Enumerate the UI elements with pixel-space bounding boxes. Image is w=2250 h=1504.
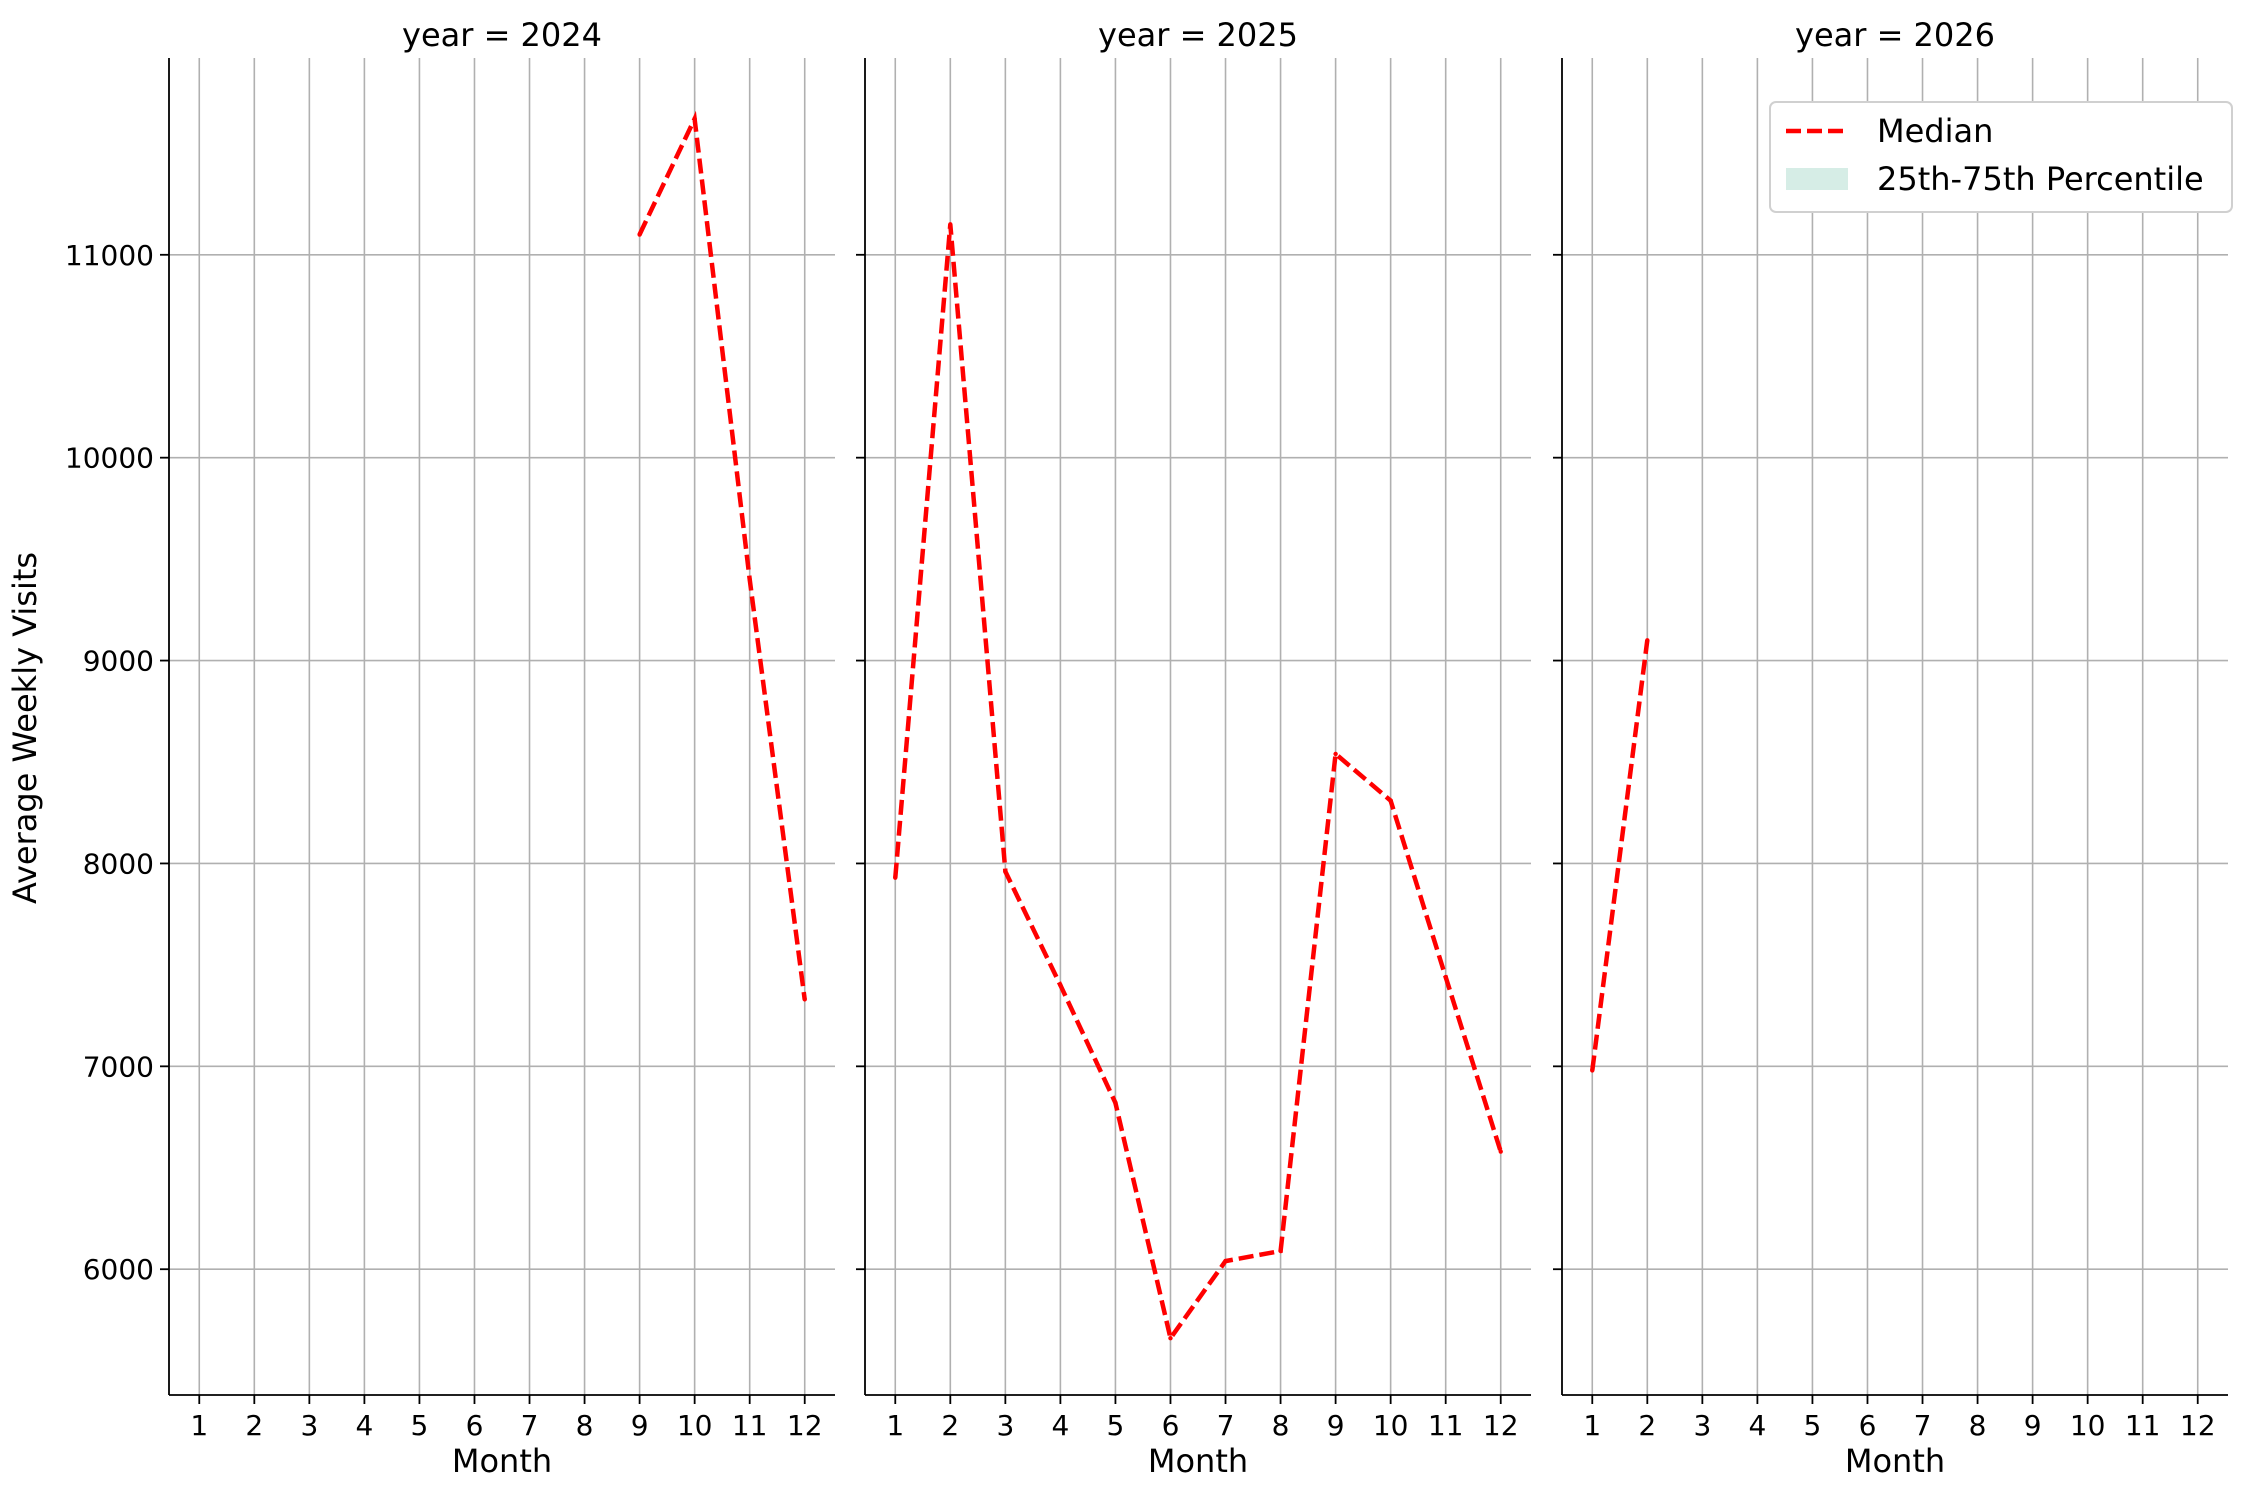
x-tick-label-4: 4 [1748, 1409, 1766, 1442]
legend-frame [1769, 101, 2233, 213]
x-tick-label-2: 2 [1638, 1409, 1656, 1442]
median-point-2024-m11 [747, 577, 752, 582]
x-tick-label-7: 7 [1914, 1409, 1932, 1442]
x-tick-label-6: 6 [1162, 1409, 1180, 1442]
median-point-2025-m10 [1388, 798, 1393, 803]
x-tick-label-11: 11 [1428, 1409, 1464, 1442]
legend-band-label: 25th-75th Percentile [1877, 160, 2204, 198]
x-tick-label-8: 8 [1969, 1409, 1987, 1442]
median-point-2025-m8 [1278, 1248, 1283, 1254]
y-tick-label-11000: 11000 [65, 239, 154, 272]
legend: Median 25th-75th Percentile [1769, 101, 2233, 213]
x-tick-label-4: 4 [1051, 1409, 1069, 1442]
median-line-2025 [893, 224, 1503, 1344]
x-tick-label-9: 9 [2024, 1409, 2042, 1442]
x-tick-label-5: 5 [1107, 1409, 1125, 1442]
median-point-2025-m2 [948, 222, 953, 227]
x-tick-label-11: 11 [732, 1409, 768, 1442]
x-tick-label-5: 5 [1804, 1409, 1822, 1442]
legend-median-label: Median [1877, 112, 1993, 150]
x-tick-label-2: 2 [941, 1409, 959, 1442]
median-point-2024-m10 [692, 116, 697, 122]
median-point-2025-m5 [1113, 1100, 1118, 1106]
median-line-2026 [1590, 640, 1650, 1071]
x-tick-label-8: 8 [576, 1409, 594, 1442]
panel-title-2025: year = 2025 [1098, 16, 1298, 54]
y-tick-label-8000: 8000 [83, 847, 154, 880]
x-tick-label-12: 12 [1483, 1409, 1519, 1442]
y-tick-label-7000: 7000 [83, 1050, 154, 1083]
median-point-2025-m4 [1058, 982, 1063, 988]
x-tick-label-3: 3 [300, 1409, 318, 1442]
x-tick-label-3: 3 [996, 1409, 1014, 1442]
x-tick-label-7: 7 [521, 1409, 539, 1442]
y-tick-label-6000: 6000 [83, 1253, 154, 1286]
x-tick-label-2: 2 [245, 1409, 263, 1442]
median-point-2025-m6 [1168, 1335, 1173, 1341]
x-tick-label-1: 1 [886, 1409, 904, 1442]
x-tick-label-4: 4 [355, 1409, 373, 1442]
panel-title-2026: year = 2026 [1795, 16, 1995, 54]
x-tick-label-6: 6 [1859, 1409, 1877, 1442]
panel-title-2024: year = 2024 [402, 16, 602, 54]
legend-band-swatch [1786, 168, 1848, 190]
x-tick-label-10: 10 [1373, 1409, 1409, 1442]
panel-2024: 1 2 3 4 5 6 7 8 9 10 11 126000700080009000100001100… [65, 16, 835, 1480]
x-tick-label-9: 9 [631, 1409, 649, 1442]
median-point-2025-m9 [1333, 751, 1338, 757]
x-tick-label-3: 3 [1693, 1409, 1711, 1442]
x-tick-label-9: 9 [1327, 1409, 1345, 1442]
median-point-2024-m12 [802, 997, 807, 1002]
x-tick-label-10: 10 [2070, 1409, 2106, 1442]
median-line-2024 [637, 110, 807, 1000]
median-point-2026-m1 [1590, 1068, 1595, 1073]
x-tick-label-11: 11 [2125, 1409, 2161, 1442]
x-axis-label: Month [452, 1442, 552, 1480]
x-tick-label-1: 1 [190, 1409, 208, 1442]
median-point-2026-m2 [1645, 638, 1650, 643]
median-point-2025-m11 [1443, 974, 1448, 980]
x-tick-label-1: 1 [1583, 1409, 1601, 1442]
x-tick-label-12: 12 [787, 1409, 823, 1442]
x-axis-label: Month [1845, 1442, 1945, 1480]
x-tick-label-12: 12 [2180, 1409, 2216, 1442]
y-axis-label: Average Weekly Visits [6, 552, 44, 904]
x-tick-label-6: 6 [466, 1409, 484, 1442]
panels-layer: 1 2 3 4 5 6 7 8 9 10 11 126000700080009000100001100… [65, 16, 2228, 1480]
median-point-2025-m7 [1223, 1258, 1228, 1264]
x-tick-label-5: 5 [411, 1409, 429, 1442]
median-point-2024-m9 [637, 232, 642, 237]
x-tick-label-10: 10 [677, 1409, 713, 1442]
median-point-2025-m12 [1498, 1149, 1503, 1154]
y-tick-label-10000: 10000 [65, 442, 154, 475]
median-point-2025-m3 [1003, 869, 1008, 874]
x-axis-label: Month [1148, 1442, 1248, 1480]
x-tick-label-7: 7 [1217, 1409, 1235, 1442]
y-tick-label-9000: 9000 [83, 645, 154, 678]
median-point-2025-m1 [893, 875, 898, 880]
x-tick-label-8: 8 [1272, 1409, 1290, 1442]
